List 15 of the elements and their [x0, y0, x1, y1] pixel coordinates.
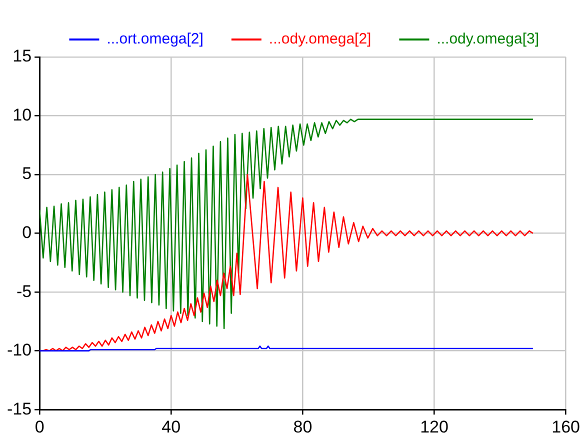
x-tick-label: 80 — [293, 417, 312, 436]
y-tick-label: 0 — [22, 222, 32, 242]
x-tick-label: 160 — [552, 417, 580, 436]
legend-label: ...ody.omega[3] — [436, 30, 540, 48]
y-tick-label: -5 — [16, 282, 32, 301]
y-tick-label: 10 — [12, 105, 32, 124]
legend-label: ...ort.omega[2] — [106, 30, 204, 48]
y-tick-label: -15 — [6, 399, 32, 418]
x-tick-label: 120 — [420, 417, 448, 436]
y-tick-label: 15 — [12, 46, 32, 66]
y-tick-label: 5 — [22, 164, 32, 184]
x-tick-label: 40 — [162, 417, 181, 436]
legend-label: ...ody.omega[2] — [268, 30, 372, 48]
y-tick-label: -10 — [6, 340, 32, 360]
x-tick-label: 0 — [34, 417, 44, 436]
